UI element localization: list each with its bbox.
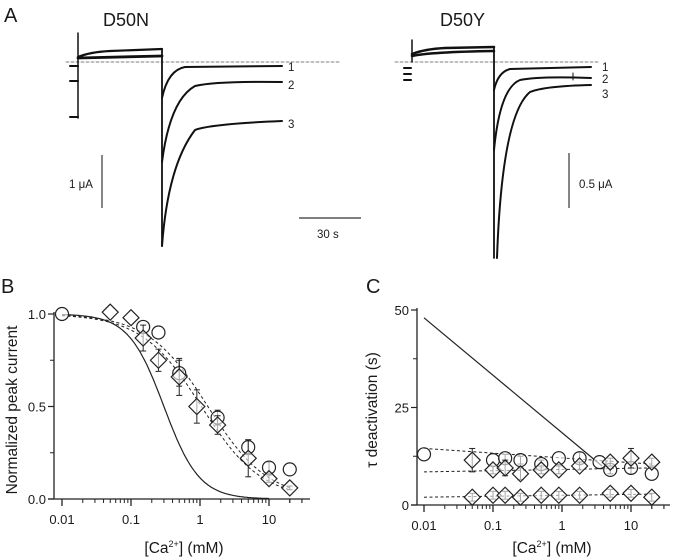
data-point-diamond bbox=[134, 329, 152, 347]
data-point-diamond bbox=[570, 457, 589, 475]
reference-curve bbox=[62, 314, 269, 500]
panel-b-xlabel: [Ca2+] (mM) bbox=[144, 539, 223, 557]
y-tick-label: 0.5 bbox=[28, 400, 46, 415]
data-point-diamond bbox=[549, 461, 568, 479]
data-point-diamond bbox=[642, 488, 661, 507]
d50n-tail-1 bbox=[161, 65, 283, 99]
data-point-diamond bbox=[496, 486, 514, 505]
x-tick-label: 0.1 bbox=[122, 512, 140, 527]
d50n-tail-2 bbox=[161, 80, 283, 163]
panel-b: B Normalized peak current [Ca2+] (mM) 0.… bbox=[1, 276, 310, 557]
data-point-circle bbox=[416, 447, 432, 462]
data-point-diamond bbox=[101, 303, 120, 321]
d50n-label-2: 2 bbox=[288, 80, 294, 92]
data-point-diamond bbox=[622, 449, 640, 468]
data-point-diamond bbox=[463, 451, 482, 469]
panel-a: A D50N D50Y 1 2 3 1 μA 30 s bbox=[4, 5, 613, 259]
data-point-circle bbox=[54, 306, 70, 322]
d50n-label-3: 3 bbox=[288, 119, 294, 131]
x-tick-label: 10 bbox=[262, 512, 276, 527]
holding-level-ticks bbox=[69, 65, 79, 118]
data-point-diamond bbox=[601, 484, 620, 503]
x-tick-label: 0.01 bbox=[411, 518, 436, 533]
data-point-diamond bbox=[484, 486, 502, 505]
y-tick-label: 25 bbox=[395, 401, 409, 416]
data-point-diamond bbox=[260, 469, 278, 488]
panel-c: C τ deactivation (s) [Ca2+] (mM) 0 25 50 0.… bbox=[364, 276, 670, 557]
fit-circles bbox=[61, 314, 290, 489]
panel-b-ylabel: Normalized peak current bbox=[4, 325, 21, 495]
data-point-diamond bbox=[642, 453, 661, 471]
d50y-label-1: 1 bbox=[602, 62, 608, 74]
panel-c-ylabel: τ deactivation (s) bbox=[364, 352, 381, 468]
d50y-traces bbox=[394, 39, 601, 259]
panel-letter-b: B bbox=[1, 276, 14, 298]
d50y-activation-upper bbox=[410, 45, 496, 56]
d50n-traces bbox=[65, 32, 341, 247]
data-point-diamond bbox=[622, 484, 640, 503]
d50n-current-scale-label: 1 μA bbox=[69, 179, 93, 191]
fit-diamonds bbox=[61, 315, 290, 491]
x-tick-label: 1 bbox=[558, 518, 565, 533]
data-point-diamond bbox=[601, 453, 620, 471]
time-scale-label: 30 s bbox=[317, 229, 339, 241]
d50n-label-1: 1 bbox=[288, 62, 294, 74]
y-tick-label: 50 bbox=[395, 303, 409, 318]
data-point-diamond bbox=[532, 461, 551, 479]
data-point-circle bbox=[282, 462, 297, 477]
d50y-current-scale-label: 0.5 μA bbox=[579, 179, 613, 191]
y-tick-label: 0.0 bbox=[28, 492, 46, 507]
panel-letter-a: A bbox=[4, 5, 18, 27]
data-point-diamond bbox=[549, 486, 568, 505]
data-point-diamond bbox=[170, 368, 189, 386]
data-point-diamond bbox=[511, 464, 530, 483]
d50y-tail-3 bbox=[496, 84, 592, 259]
panel-c-xlabel: [Ca2+] (mM) bbox=[512, 539, 591, 557]
x-tick-label: 0.1 bbox=[484, 518, 502, 533]
y-tick-label: 1.0 bbox=[28, 307, 46, 322]
data-point-diamond bbox=[280, 479, 299, 497]
x-tick-label: 0.01 bbox=[49, 512, 74, 527]
d50y-tail-2 bbox=[493, 76, 592, 151]
d50y-tail-1 bbox=[493, 66, 592, 91]
x-tick-label: 10 bbox=[624, 518, 638, 533]
d50n-activation-upper bbox=[76, 47, 164, 59]
trace-title-d50y: D50Y bbox=[440, 10, 485, 30]
data-point-diamond bbox=[149, 351, 168, 370]
data-point-circle bbox=[513, 453, 528, 468]
data-point-diamond bbox=[532, 486, 551, 505]
y-tick-label: 0 bbox=[402, 498, 409, 513]
data-point-diamond bbox=[239, 449, 258, 468]
data-point-diamond bbox=[187, 397, 206, 416]
data-point-diamond bbox=[463, 488, 482, 507]
x-tick-label: 1 bbox=[196, 512, 203, 527]
data-point-circle bbox=[151, 325, 166, 340]
d50n-activation-lower bbox=[76, 54, 164, 60]
d50n-tail-3 bbox=[161, 120, 283, 247]
data-point-diamond bbox=[208, 416, 227, 434]
trace-title-d50n: D50N bbox=[103, 10, 149, 30]
panel-letter-c: C bbox=[366, 276, 380, 298]
data-point-diamond bbox=[511, 488, 530, 507]
d50y-label-3: 3 bbox=[602, 89, 608, 101]
data-point-diamond bbox=[122, 308, 140, 327]
data-point-diamond bbox=[570, 486, 589, 505]
data-point-diamond bbox=[496, 459, 514, 477]
d50y-activation-lower bbox=[410, 49, 496, 58]
holding-level-ticks-d50y bbox=[403, 67, 412, 81]
d50y-label-2: 2 bbox=[602, 74, 608, 86]
reference-line bbox=[423, 317, 603, 467]
